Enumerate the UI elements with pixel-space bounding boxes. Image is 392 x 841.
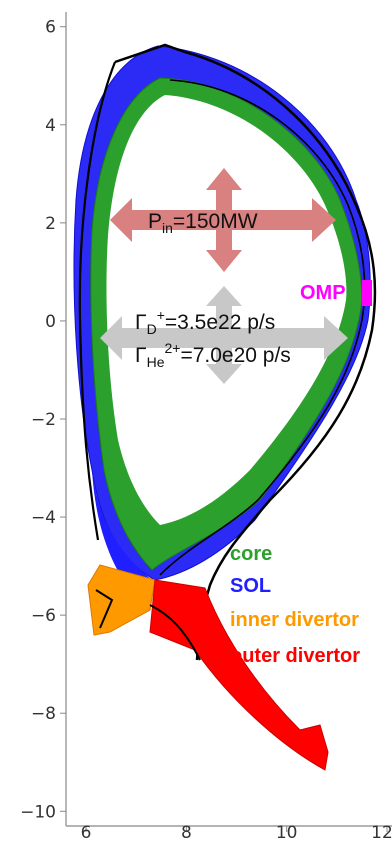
ticks: 6 4 2 0 −2 −4 −6 −8 −10 6 8 10 12 bbox=[20, 18, 392, 841]
y-tick-label: 0 bbox=[45, 312, 56, 332]
power-symbol: P bbox=[148, 210, 162, 233]
power-subscript: in bbox=[162, 220, 173, 236]
flux-d-subscript: D bbox=[147, 321, 157, 337]
flux-d-label: ΓD+=3.5e22 p/s bbox=[135, 307, 275, 337]
flux-he-value: =7.0e20 p/s bbox=[180, 344, 290, 367]
y-tick-label: −8 bbox=[31, 704, 56, 724]
power-arrow bbox=[110, 168, 336, 272]
y-tick-label: −10 bbox=[20, 802, 56, 822]
flux-arrow-vertical bbox=[206, 286, 242, 384]
omp-label: OMP bbox=[300, 282, 346, 304]
y-tick-label: 4 bbox=[45, 116, 56, 136]
power-arrow-vertical bbox=[206, 168, 242, 272]
region-label-outer-divertor: outer divertor bbox=[230, 645, 360, 667]
separatrix bbox=[159, 79, 366, 576]
flux-he-subscript: He bbox=[147, 354, 165, 370]
y-tick-label: 2 bbox=[45, 214, 56, 234]
power-value: =150MW bbox=[173, 210, 258, 233]
y-tick-label: 6 bbox=[45, 18, 56, 38]
outer-divertor-target bbox=[149, 604, 201, 661]
first-wall bbox=[78, 43, 377, 661]
y-tick-label: −4 bbox=[31, 508, 56, 528]
inner-divertor-region bbox=[87, 564, 156, 636]
flux-arrow bbox=[100, 286, 348, 384]
y-tick-label: −6 bbox=[31, 606, 56, 626]
omp-marker bbox=[362, 280, 372, 306]
flux-d-value: =3.5e22 p/s bbox=[165, 311, 275, 334]
region-label-inner-divertor: inner divertor bbox=[230, 609, 359, 631]
flux-he-label: ΓHe2+=7.0e20 p/s bbox=[135, 340, 291, 370]
x-tick-label: 10 bbox=[276, 823, 298, 841]
region-label-core: core bbox=[230, 543, 272, 565]
flux-d-symbol: Γ bbox=[135, 311, 147, 334]
flux-he-symbol: Γ bbox=[135, 344, 147, 367]
wall-outline bbox=[114, 43, 377, 661]
outer-divertor-region bbox=[149, 579, 329, 771]
y-tick-label: −2 bbox=[31, 410, 56, 430]
inner-divertor-target bbox=[95, 589, 114, 629]
flux-he-superscript: 2+ bbox=[164, 340, 180, 356]
x-tick-label: 8 bbox=[181, 823, 192, 841]
power-label: Pin=150MW bbox=[148, 210, 258, 236]
region-label-sol: SOL bbox=[230, 575, 271, 597]
outer-divertor-leg bbox=[149, 579, 329, 771]
x-tick-label: 6 bbox=[81, 823, 92, 841]
wall-inner-contour bbox=[78, 61, 117, 541]
flux-d-superscript: + bbox=[157, 307, 165, 323]
x-tick-label: 12 bbox=[371, 823, 392, 841]
